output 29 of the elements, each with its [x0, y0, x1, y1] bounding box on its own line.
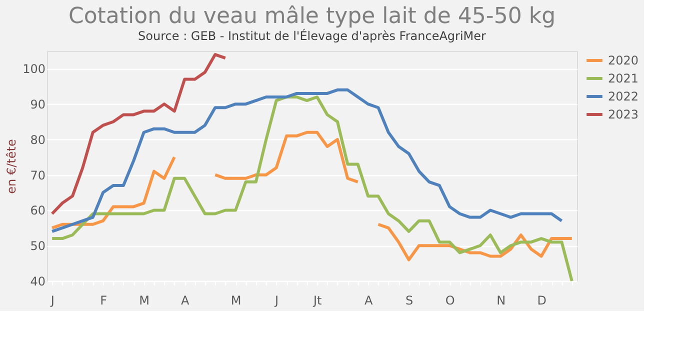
x-tick-label: D [537, 294, 546, 308]
x-tick-label: S [406, 294, 414, 308]
y-tick-label: 80 [30, 132, 46, 147]
line-series [50, 53, 227, 216]
y-tick-label: 50 [30, 239, 46, 254]
legend-label: 2021 [608, 72, 639, 86]
x-tick-label: Jt [312, 294, 322, 308]
legend-label: 2023 [608, 108, 639, 122]
y-tick-label: 90 [30, 98, 46, 112]
chart-title: Cotation du veau mâle type lait de 45-50 kg [68, 4, 556, 29]
y-tick-label: 60 [30, 204, 46, 218]
x-tick-label: O [445, 294, 455, 308]
chart-subtitle: Source : GEB - Institut de l'Élevage d'après FranceAgriMer [138, 28, 486, 43]
y-tick-label: 70 [30, 168, 46, 182]
x-tick-label: M [230, 294, 242, 308]
line-series [50, 88, 564, 233]
x-tick-label: N [496, 294, 506, 308]
legend-label: 2020 [608, 54, 639, 68]
legend-label: 2022 [608, 90, 639, 104]
x-tick-label: A [180, 294, 190, 308]
y-tick-label: 40 [30, 274, 46, 288]
x-tick-label: F [100, 294, 108, 308]
x-tick-label: J [274, 294, 279, 308]
y-tick-label: 100 [22, 62, 46, 76]
line-series [50, 96, 574, 282]
x-tick-label: J [50, 294, 54, 308]
x-tick-label: M [139, 294, 150, 308]
y-axis-title: en €/tête [4, 139, 19, 194]
x-tick-label: A [364, 294, 374, 308]
